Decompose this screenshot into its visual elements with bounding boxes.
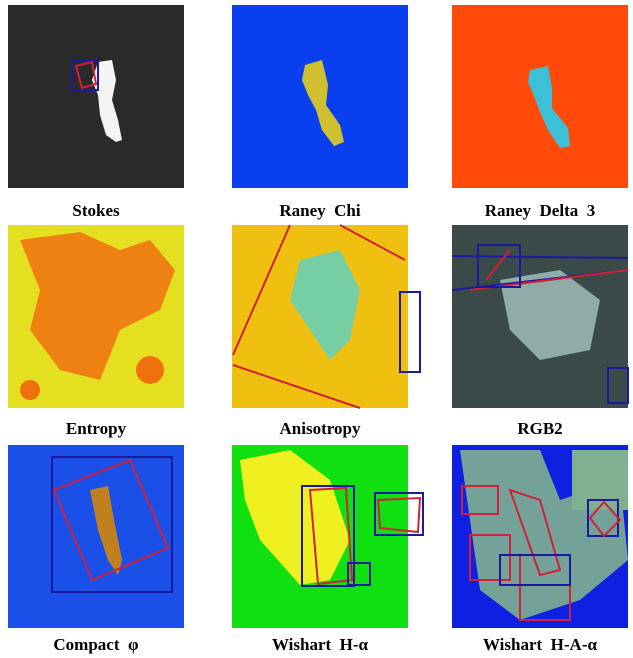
caption: Wishart H-A-α — [483, 635, 598, 654]
panel-wishart-h-a-alpha — [452, 445, 628, 628]
panel-rgb2 — [452, 225, 628, 408]
panel-anisotropy — [232, 225, 420, 408]
panel-raney-delta-3 — [452, 5, 628, 188]
panel-wishart-h-alpha — [232, 445, 423, 628]
caption: Stokes — [72, 201, 120, 220]
caption: Entropy — [66, 419, 127, 438]
caption: Raney Delta 3 — [485, 201, 595, 220]
caption: Anisotropy — [280, 419, 361, 438]
caption: Compact φ — [53, 635, 139, 654]
panel-stokes — [8, 5, 184, 188]
caption: RGB2 — [517, 419, 562, 438]
caption: Wishart H-α — [272, 635, 369, 654]
panel-entropy — [8, 225, 184, 408]
figure: Stokes Raney Chi Raney Delta 3 Entropy A… — [0, 0, 633, 658]
panel-raney-chi — [232, 5, 408, 188]
caption: Raney Chi — [279, 201, 361, 220]
panel-compact-phi — [8, 445, 184, 628]
